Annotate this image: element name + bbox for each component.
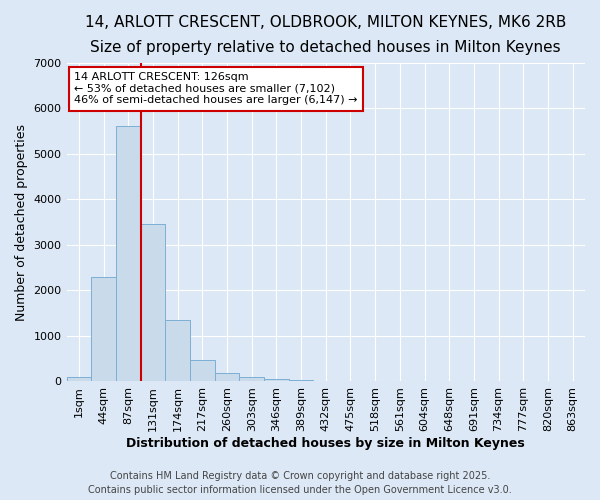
Title: 14, ARLOTT CRESCENT, OLDBROOK, MILTON KEYNES, MK6 2RB
Size of property relative : 14, ARLOTT CRESCENT, OLDBROOK, MILTON KE… <box>85 15 566 54</box>
Bar <box>239 377 264 382</box>
Bar <box>264 379 289 382</box>
Bar <box>91 276 116 382</box>
Text: Contains HM Land Registry data © Crown copyright and database right 2025.
Contai: Contains HM Land Registry data © Crown c… <box>88 471 512 495</box>
Text: 14 ARLOTT CRESCENT: 126sqm
← 53% of detached houses are smaller (7,102)
46% of s: 14 ARLOTT CRESCENT: 126sqm ← 53% of deta… <box>74 72 358 106</box>
Bar <box>140 224 165 382</box>
Bar <box>67 377 91 382</box>
Bar <box>190 360 215 382</box>
Bar <box>165 320 190 382</box>
Bar <box>116 126 140 382</box>
X-axis label: Distribution of detached houses by size in Milton Keynes: Distribution of detached houses by size … <box>127 437 525 450</box>
Bar <box>215 374 239 382</box>
Bar <box>289 380 313 382</box>
Y-axis label: Number of detached properties: Number of detached properties <box>15 124 28 320</box>
